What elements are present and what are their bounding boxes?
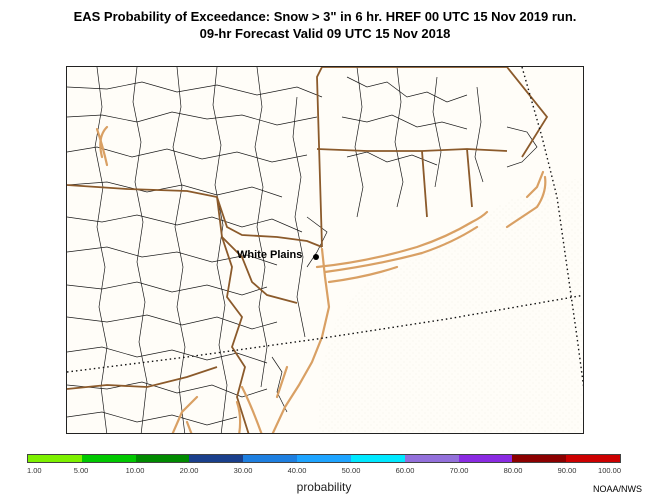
- legend-tick-label: 1.00: [27, 466, 42, 475]
- legend-swatch-3: [189, 455, 244, 462]
- legend-swatch-10: [566, 455, 620, 462]
- title-line-2: 09-hr Forecast Valid 09 UTC 15 Nov 2018: [199, 26, 451, 41]
- legend-tick-label: 5.00: [73, 466, 89, 475]
- legend-tick-label: 50.00: [341, 466, 361, 475]
- state-boundaries: [67, 67, 549, 433]
- map-panel[interactable]: White Plains: [66, 66, 584, 434]
- legend-tick-label: 70.00: [449, 466, 469, 475]
- white-plains-label: White Plains: [237, 249, 303, 261]
- legend-swatch-5: [297, 455, 351, 462]
- legend-tick-label: 30.00: [233, 466, 253, 475]
- legend-color-bar: [27, 454, 621, 463]
- legend-swatch-8: [458, 455, 513, 462]
- legend-title: probability: [296, 480, 352, 494]
- coastlines: [95, 125, 547, 433]
- legend-tick-label: 20.00: [179, 466, 199, 475]
- ocean-area: [317, 177, 583, 433]
- legend-tick-label: 40.00: [287, 466, 307, 475]
- legend-tick-label: 90.00: [557, 466, 577, 475]
- legend-swatch-9: [512, 455, 567, 462]
- grid-lines: [67, 67, 583, 388]
- legend-swatch-7: [404, 455, 459, 462]
- legend-tick-label: 80.00: [503, 466, 523, 475]
- map-title: EAS Probability of Exceedance: Snow > 3"…: [0, 8, 650, 42]
- legend-swatch-4: [243, 455, 298, 462]
- legend-tick-label: 60.00: [395, 466, 415, 475]
- map-canvas: [67, 67, 583, 433]
- legend-tick-label: 100.00: [598, 466, 621, 475]
- probability-legend: 1.00 5.00 10.00 20.00 30.00 40.00 50.00 60.00 70…: [27, 454, 621, 494]
- legend-tick-label: 10.00: [125, 466, 145, 475]
- white-plains-marker[interactable]: [313, 254, 319, 260]
- county-lines: [67, 67, 538, 433]
- legend-swatch-0: [28, 455, 82, 462]
- legend-swatch-1: [81, 455, 136, 462]
- legend-swatch-6: [350, 455, 405, 462]
- title-line-1: EAS Probability of Exceedance: Snow > 3"…: [73, 9, 577, 24]
- credit-label: NOAA/NWS: [592, 484, 642, 494]
- legend-swatch-2: [135, 455, 190, 462]
